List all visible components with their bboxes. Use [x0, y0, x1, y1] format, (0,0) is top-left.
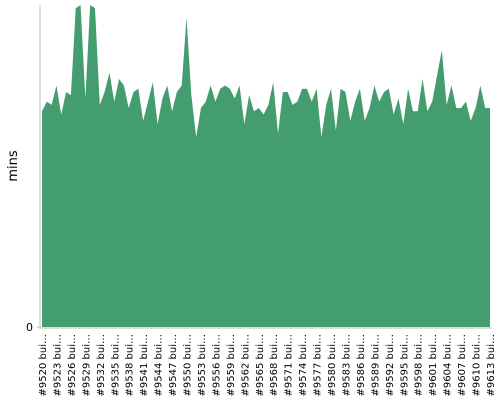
x-tick-label: #9562 bui…: [240, 334, 251, 396]
x-tick-label: #9571 bui…: [284, 334, 295, 396]
y-axis-label: mins: [6, 150, 21, 182]
x-tick-label: #9520 bui…: [38, 334, 49, 396]
x-tick-label: #9547 bui…: [168, 334, 179, 396]
x-tick-label: #9574 bui…: [298, 334, 309, 396]
x-tick-label: #9598 bui…: [414, 334, 425, 396]
x-tick-label: #9586 bui…: [356, 334, 367, 396]
x-tick-label: #9532 bui…: [96, 334, 107, 396]
x-tick-label: #9556 bui…: [211, 334, 222, 396]
x-tick-label: #9535 bui…: [110, 334, 121, 396]
x-tick-label: #9610 bui…: [472, 334, 483, 396]
x-tick-label: #9550 bui…: [183, 334, 194, 396]
x-tick-label: #9589 bui…: [370, 334, 381, 396]
x-tick-label: #9538 bui…: [125, 334, 136, 396]
x-tick-label: #9595 bui…: [399, 334, 410, 396]
x-tick-label: #9580 bui…: [327, 334, 338, 396]
x-tick-label: #9523 bui…: [52, 334, 63, 396]
x-tick-label: #9544 bui…: [154, 334, 165, 396]
x-tick-label: #9583 bui…: [341, 334, 352, 396]
x-tick-label: #9613 bui…: [486, 334, 497, 396]
area: [42, 5, 490, 327]
x-tick-label: #9553 bui…: [197, 334, 208, 396]
x-tick-label: #9604 bui…: [443, 334, 454, 396]
x-tick-label: #9565 bui…: [255, 334, 266, 396]
x-tick-label: #9607 bui…: [457, 334, 468, 396]
x-tick-label: #9529 bui…: [81, 334, 92, 396]
x-tick-label: #9592 bui…: [385, 334, 396, 396]
x-tick-label: #9559 bui…: [226, 334, 237, 396]
x-tick-label: #9577 bui…: [313, 334, 324, 396]
x-tick-label: #9601 bui…: [428, 334, 439, 396]
y-tick-label: 0: [26, 321, 33, 334]
x-tick-label: #9526 bui…: [67, 334, 78, 396]
x-tick-label: #9568 bui…: [269, 334, 280, 396]
x-tick-label: #9541 bui…: [139, 334, 150, 396]
